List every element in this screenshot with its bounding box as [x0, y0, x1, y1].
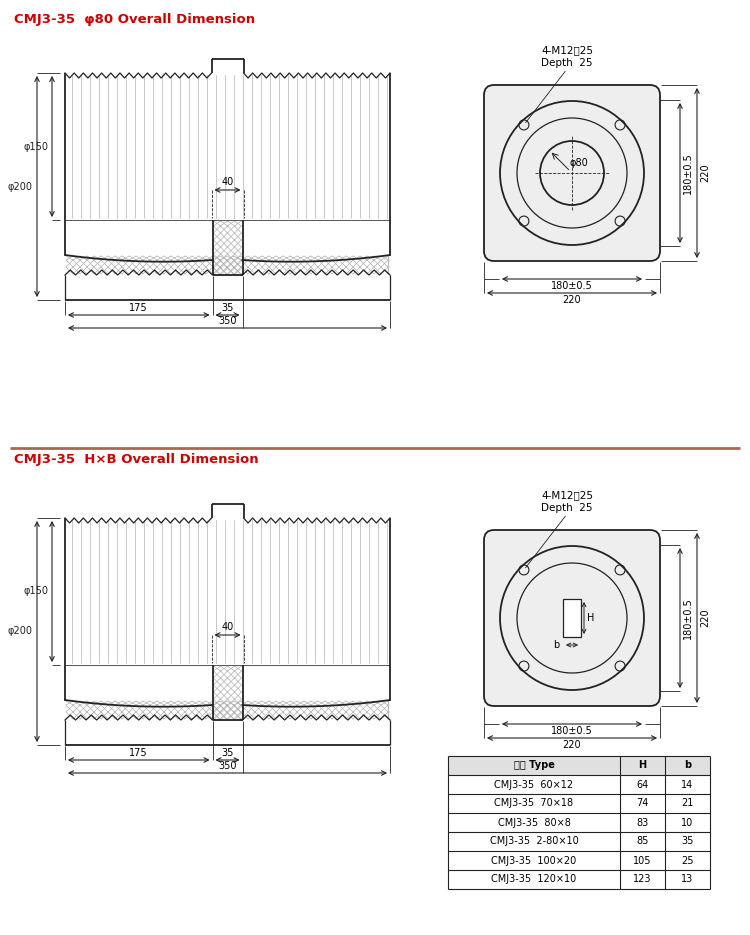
Text: CMJ3-35  70×18: CMJ3-35 70×18	[494, 798, 574, 809]
Text: CMJ3-35  φ80 Overall Dimension: CMJ3-35 φ80 Overall Dimension	[14, 13, 255, 26]
Text: H: H	[638, 760, 646, 770]
Text: Depth  25: Depth 25	[542, 503, 592, 513]
Text: 220: 220	[562, 740, 581, 750]
Text: φ150: φ150	[23, 586, 48, 597]
Text: 64: 64	[636, 780, 649, 789]
Text: 25: 25	[681, 856, 694, 866]
Text: 型号 Type: 型号 Type	[514, 760, 554, 770]
Bar	[448, 756, 710, 775]
Text: 40: 40	[221, 622, 234, 632]
Text: 350: 350	[218, 761, 237, 771]
Text: 4-M12淲25: 4-M12淲25	[541, 490, 593, 500]
Text: 123: 123	[633, 874, 652, 885]
Text: 180±0.5: 180±0.5	[683, 152, 693, 194]
Text: 180±0.5: 180±0.5	[551, 726, 592, 736]
Text: b: b	[553, 640, 559, 650]
Text: H: H	[587, 613, 594, 623]
Text: 105: 105	[633, 856, 652, 866]
FancyBboxPatch shape	[484, 530, 660, 706]
Text: 40: 40	[221, 177, 234, 187]
Text: 220: 220	[700, 609, 710, 627]
Text: 4-M12淲25: 4-M12淲25	[541, 45, 593, 55]
Text: CMJ3-35  H×B Overall Dimension: CMJ3-35 H×B Overall Dimension	[14, 453, 259, 466]
Text: 220: 220	[562, 295, 581, 305]
Text: φ200: φ200	[8, 626, 33, 637]
Bar	[563, 599, 581, 637]
Text: CMJ3-35  80×8: CMJ3-35 80×8	[497, 817, 571, 827]
Text: 10: 10	[681, 817, 694, 827]
Text: 35: 35	[681, 837, 694, 846]
Text: 14: 14	[681, 780, 694, 789]
Text: 35: 35	[221, 303, 234, 313]
Text: 180±0.5: 180±0.5	[683, 597, 693, 639]
Text: 74: 74	[636, 798, 649, 809]
FancyBboxPatch shape	[484, 85, 660, 261]
Text: 13: 13	[681, 874, 694, 885]
Text: 175: 175	[130, 748, 148, 758]
Text: 35: 35	[221, 748, 234, 758]
Text: 350: 350	[218, 316, 237, 326]
Text: φ200: φ200	[8, 181, 33, 192]
Text: CMJ3-35  60×12: CMJ3-35 60×12	[494, 780, 574, 789]
Text: 21: 21	[681, 798, 694, 809]
Text: 175: 175	[130, 303, 148, 313]
Text: CMJ3-35  2-80×10: CMJ3-35 2-80×10	[490, 837, 578, 846]
Text: CMJ3-35  100×20: CMJ3-35 100×20	[491, 856, 577, 866]
Text: 85: 85	[636, 837, 649, 846]
Text: Depth  25: Depth 25	[542, 58, 592, 68]
Text: 83: 83	[636, 817, 649, 827]
Text: CMJ3-35  120×10: CMJ3-35 120×10	[491, 874, 577, 885]
Text: b: b	[684, 760, 691, 770]
Text: φ150: φ150	[23, 141, 48, 151]
Text: φ80: φ80	[569, 158, 588, 168]
Text: 180±0.5: 180±0.5	[551, 281, 592, 291]
Text: 220: 220	[700, 164, 710, 182]
